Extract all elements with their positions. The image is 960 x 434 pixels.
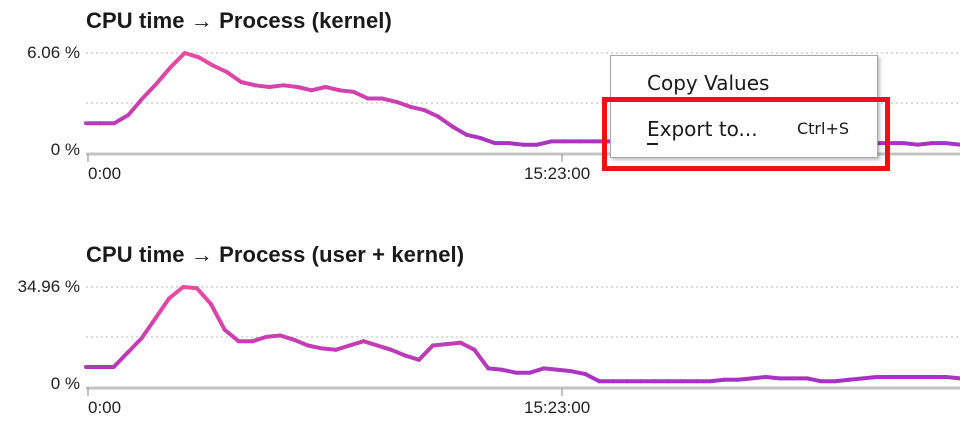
series-line-segment (264, 333, 283, 339)
y-max-label: 34.96 % (17, 277, 80, 296)
series-line-segment (436, 114, 455, 129)
series-line-segment (569, 369, 588, 377)
series-line-segment (337, 88, 356, 94)
series-line-segment (292, 337, 310, 348)
chart-panel-user-kernel: CPU time → Process (user + kernel) 34.96… (0, 234, 960, 434)
series-line-segment (181, 285, 199, 291)
series-line-segment (500, 367, 519, 375)
chart-title: CPU time → Process (kernel) (86, 8, 392, 33)
series-line-segment (464, 132, 483, 141)
series-line-segment (253, 83, 272, 89)
series-line-segment (278, 333, 297, 342)
series-line-segment (196, 55, 215, 68)
x-start-label: 0:00 (88, 398, 122, 417)
y-min-label: 0 % (50, 140, 80, 159)
export-label: Export to... (647, 117, 758, 141)
series-line-segment (309, 85, 328, 93)
series-line-segment (901, 141, 920, 147)
series-line-segment (833, 377, 851, 384)
export-shortcut: Ctrl+S (796, 119, 849, 138)
series-line-segment (140, 81, 159, 101)
series-line-segment (417, 343, 435, 362)
series-line-segment (168, 51, 187, 70)
series-line-segment (394, 99, 413, 109)
series-line-segment (430, 342, 449, 348)
series-line-segment (319, 346, 338, 352)
series-line-segment (195, 286, 213, 306)
mnemonic-underline (647, 143, 658, 145)
series-line-segment (478, 136, 497, 146)
x-mid-label: 15:23:00 (524, 164, 591, 183)
series-line-segment (422, 108, 441, 119)
series-line-segment (380, 96, 399, 104)
series-line-segment (944, 375, 960, 381)
series-line-segment (250, 334, 269, 344)
series-line-segment (375, 343, 394, 352)
series-line-segment (943, 141, 960, 147)
series-line-segment (126, 96, 145, 117)
copy-values-menu-item[interactable]: Copy Values (611, 60, 877, 106)
export-menu-item[interactable]: Export to... Ctrl+S (611, 106, 877, 152)
series-line-segment (915, 141, 934, 147)
chart-title: CPU time → Process (user + kernel) (86, 242, 465, 267)
series-line-segment (527, 366, 546, 375)
series-line-segment (347, 339, 366, 348)
copy-values-label: Copy Values (647, 71, 770, 95)
series-line-segment (281, 83, 300, 89)
series-line-segment (222, 327, 241, 344)
series-line-segment (450, 124, 469, 137)
series-line-segment (208, 302, 227, 332)
series-line-segment (306, 343, 324, 351)
series-line-segment (860, 375, 879, 381)
series-line-segment (408, 104, 427, 113)
series-line-segment (708, 377, 727, 384)
series-line-segment (323, 85, 342, 93)
x-mid-label: 15:23:00 (524, 398, 591, 417)
series-line-segment (351, 89, 370, 101)
chart-plot-area[interactable] (84, 234, 960, 434)
series-line-segment (125, 336, 144, 355)
series-line-segment (139, 316, 158, 341)
series-line-segment (403, 353, 421, 362)
series-line-segment (361, 339, 380, 348)
series-line-segment (182, 51, 201, 60)
series-line-segment (210, 63, 229, 75)
series-line-segment (111, 350, 130, 369)
series-line-segment (847, 376, 865, 382)
series-line-segment (112, 113, 131, 126)
series-line-segment (472, 347, 491, 371)
series-line-segment (295, 85, 314, 93)
series-line-segment (167, 285, 186, 301)
series-line-segment (541, 366, 560, 372)
x-start-label: 0:00 (88, 164, 122, 183)
y-min-label: 0 % (50, 374, 80, 393)
series-line-segment (154, 65, 173, 86)
series-line-segment (389, 347, 408, 358)
series-line-segment (153, 296, 172, 321)
series-line-segment (749, 375, 768, 381)
series-line-segment (736, 376, 754, 382)
series-line-segment (225, 70, 244, 84)
series-line-segment (555, 367, 574, 374)
context-menu: Copy Values Export to... Ctrl+S (610, 55, 878, 158)
series-line-segment (444, 340, 463, 347)
series-line-segment (239, 80, 258, 88)
y-max-label: 6.06 % (27, 43, 80, 62)
series-line-segment (583, 372, 602, 384)
series-line-segment (535, 139, 554, 147)
series-line-segment (333, 343, 352, 352)
series-line-segment (506, 141, 525, 147)
series-line-segment (486, 366, 505, 372)
series-line-segment (805, 376, 824, 384)
series-line-segment (763, 375, 782, 381)
series-line-segment (267, 83, 286, 89)
series-line-segment (458, 340, 477, 352)
